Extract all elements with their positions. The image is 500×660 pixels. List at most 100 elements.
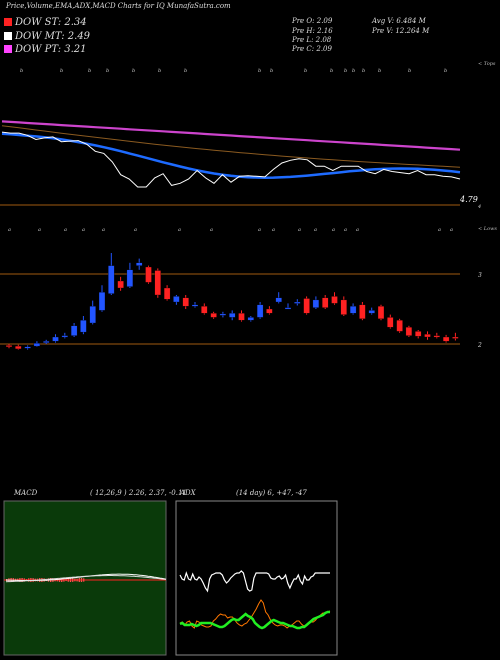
candle-body: [154, 270, 161, 296]
low-marker: a: [38, 227, 41, 233]
top-marker: b: [444, 68, 447, 74]
top-marker: b: [106, 68, 109, 74]
low-marker: a: [102, 227, 105, 233]
dow-st-label: DOW ST: 2.34: [15, 16, 87, 28]
candle-body: [340, 299, 347, 315]
dow-pt-swatch: [4, 45, 12, 53]
low-marker: a: [356, 227, 359, 233]
candle-body: [424, 334, 431, 338]
candle-body: [415, 331, 422, 337]
candle-body: [191, 304, 199, 307]
candle-body: [349, 306, 357, 314]
candle-body: [396, 320, 403, 332]
adx-panel: [175, 500, 338, 656]
top-marker: b: [132, 68, 135, 74]
candle-body: [108, 265, 115, 294]
candle-body: [210, 313, 217, 318]
dow-pt-legend: DOW PT: 3.21: [4, 43, 87, 55]
candle-body: [80, 320, 87, 333]
avg-volume: Avg V: 6.484 M: [372, 17, 426, 25]
low-marker: a: [210, 227, 213, 233]
adx-title: ADX: [180, 489, 196, 497]
low-marker: a: [344, 227, 347, 233]
macd-background: [3, 500, 167, 656]
candle-body: [15, 345, 22, 350]
candle-body: [256, 304, 264, 318]
macd-params: ( 12,26,9 ) 2.26, 2.37, -0.11: [90, 489, 187, 497]
low-marker: a: [82, 227, 85, 233]
low-marker: a: [450, 227, 453, 233]
low-marker: a: [64, 227, 67, 233]
top-marker: b: [184, 68, 187, 74]
adx-plus-di-line: [179, 610, 330, 630]
dow-st-swatch: [4, 18, 12, 26]
prev-volume: Pre V: 12.264 M: [372, 27, 430, 35]
candle-body: [163, 287, 171, 300]
candle-body: [294, 301, 301, 304]
candle-body: [322, 297, 329, 308]
candle-body: [275, 297, 282, 303]
candle-body: [24, 346, 31, 349]
candle-body: [70, 325, 78, 336]
adx-params: (14 day) 6, +47, -47: [236, 489, 307, 497]
candle-body: [284, 307, 292, 310]
candle-body: [126, 269, 134, 287]
candle-body: [173, 296, 180, 303]
ema-line-2: [1, 125, 461, 168]
candle-body: [387, 317, 394, 328]
low-marker: a: [298, 227, 301, 233]
candle-body: [61, 335, 68, 338]
candle-body: [312, 299, 320, 308]
macd-title: MACD: [14, 489, 38, 497]
low-marker: a: [8, 227, 11, 233]
price-bottom-tick: 4: [477, 204, 481, 210]
candle-body: [219, 313, 227, 316]
candle-body: [98, 292, 106, 311]
candle-body: [52, 336, 59, 342]
low-marker: a: [272, 227, 275, 233]
candle-body: [117, 280, 124, 289]
top-marker: b: [158, 68, 161, 74]
ema-line-1: [1, 120, 461, 151]
candle-body: [368, 310, 375, 314]
candle-body: [89, 306, 96, 324]
candle-body: [136, 262, 143, 266]
adx-line: [179, 570, 330, 593]
prev-open: Pre O: 2.09: [292, 17, 333, 25]
low-marker: a: [438, 227, 441, 233]
candle-body: [331, 296, 338, 304]
candle-body: [182, 297, 189, 307]
tops-axis-note: < Tops: [478, 61, 496, 67]
lows-axis-note: < Lows: [478, 226, 497, 232]
candle-body: [145, 266, 152, 283]
top-marker: b: [352, 68, 355, 74]
dow-mt-swatch: [4, 32, 12, 40]
dow-st-legend: DOW ST: 2.34: [4, 16, 87, 28]
dow-pt-label: DOW PT: 3.21: [15, 43, 87, 55]
dow-mt-label: DOW MT: 2.49: [15, 30, 91, 42]
top-marker: b: [258, 68, 261, 74]
tick-3: 3: [478, 272, 482, 279]
candle-body: [452, 336, 459, 339]
top-marker: b: [330, 68, 333, 74]
top-marker: b: [304, 68, 307, 74]
macd-signal-line: [5, 575, 167, 583]
candle-body: [238, 313, 245, 321]
price-line: [1, 131, 461, 188]
candle-body: [201, 306, 208, 314]
top-marker: b: [270, 68, 273, 74]
candle-body: [229, 313, 236, 318]
top-marker: b: [60, 68, 63, 74]
low-marker: a: [314, 227, 317, 233]
price-annotation: 4.79: [459, 195, 478, 204]
low-marker: a: [258, 227, 261, 233]
candle-body: [266, 308, 273, 314]
top-marker: b: [20, 68, 23, 74]
dow-mt-legend: DOW MT: 2.49: [4, 30, 90, 42]
prev-high: Pre H: 2.16: [292, 27, 333, 35]
low-marker: a: [134, 227, 137, 233]
chart-title: Price,Volume,EMA,ADX,MACD Charts for IQ …: [6, 2, 231, 10]
candle-body: [5, 345, 13, 348]
low-marker: a: [178, 227, 181, 233]
macd-panel: [3, 500, 167, 656]
